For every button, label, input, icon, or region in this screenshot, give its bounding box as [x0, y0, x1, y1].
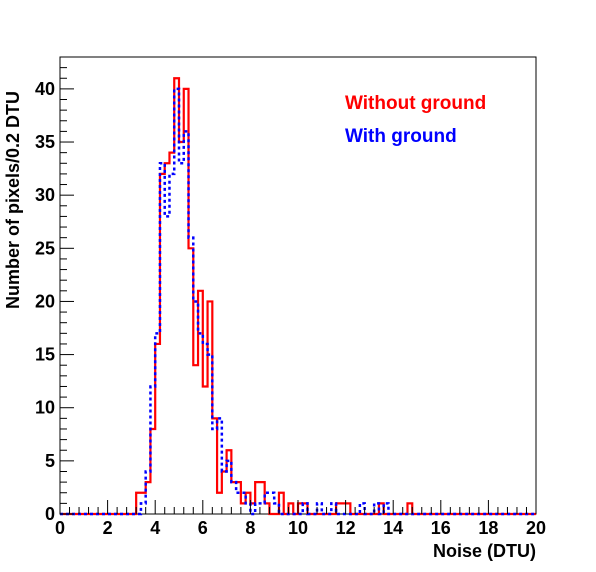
legend-entry-without-ground: Without ground	[345, 93, 486, 114]
x-tick-label: 8	[245, 518, 255, 538]
x-tick-label: 6	[198, 518, 208, 538]
x-tick-label: 12	[336, 518, 356, 538]
y-tick-label: 20	[35, 291, 55, 311]
x-axis-title: Noise (DTU)	[433, 541, 536, 561]
y-tick-label: 30	[35, 185, 55, 205]
y-tick-label: 10	[35, 398, 55, 418]
y-tick-label: 5	[45, 451, 55, 471]
plot-frame	[59, 56, 537, 515]
y-tick-label: 0	[45, 504, 55, 524]
series-without-ground	[60, 77, 536, 516]
y-tick-label: 40	[35, 79, 55, 99]
plot-area	[59, 56, 537, 515]
x-tick-label: 4	[150, 518, 160, 538]
x-tick-label: 14	[383, 518, 403, 538]
y-tick-label: 15	[35, 345, 55, 365]
series-layer	[60, 77, 536, 516]
x-tick-label: 0	[55, 518, 65, 538]
y-axis-title: Number of pixels/0.2 DTU	[3, 91, 23, 309]
x-tick-label: 10	[288, 518, 308, 538]
x-tick-label: 18	[478, 518, 498, 538]
legend: Without ground With ground	[345, 93, 486, 147]
axis-layer	[59, 56, 537, 515]
y-tick-label: 35	[35, 132, 55, 152]
series-with-ground	[60, 87, 536, 516]
x-tick-label: 16	[431, 518, 451, 538]
x-tick-label: 20	[526, 518, 546, 538]
x-tick-label: 2	[103, 518, 113, 538]
y-tick-label: 25	[35, 238, 55, 258]
legend-entry-with-ground: With ground	[345, 126, 457, 147]
tick-label-layer: 0 2 4 6 8 10 12 14 16 18 20 0 5 10 15 20 25 30 35 40	[35, 79, 546, 538]
